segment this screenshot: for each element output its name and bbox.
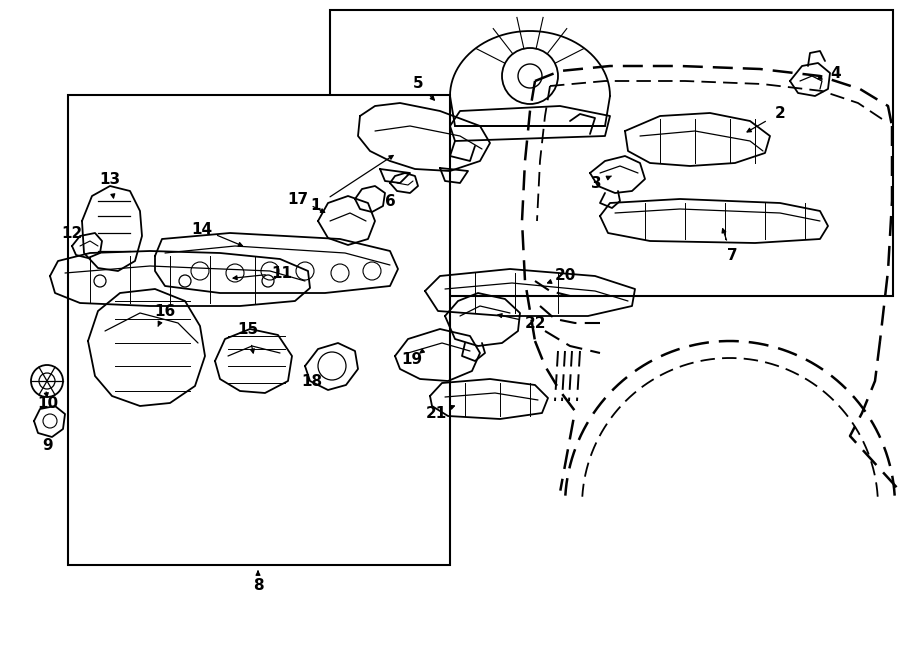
Text: 20: 20 [554,268,576,284]
Text: 17: 17 [287,192,309,206]
Text: 19: 19 [401,352,423,366]
Text: 15: 15 [238,321,258,336]
Text: 5: 5 [413,75,423,91]
Text: 13: 13 [99,171,121,186]
Text: 10: 10 [38,395,58,410]
Text: 8: 8 [253,578,264,594]
Text: 14: 14 [192,221,212,237]
Text: 21: 21 [426,405,446,420]
Text: 12: 12 [61,225,83,241]
Text: 9: 9 [42,438,53,453]
Text: 4: 4 [831,65,842,81]
Text: 1: 1 [310,198,321,214]
Text: 16: 16 [155,303,176,319]
Text: 22: 22 [524,315,545,330]
Text: 7: 7 [726,249,737,264]
Text: 6: 6 [384,194,395,208]
Text: 11: 11 [272,266,292,280]
Text: 2: 2 [775,106,786,120]
Bar [330,10,893,296]
Bar [68,95,450,565]
Text: 18: 18 [302,373,322,389]
Text: 3: 3 [590,176,601,190]
